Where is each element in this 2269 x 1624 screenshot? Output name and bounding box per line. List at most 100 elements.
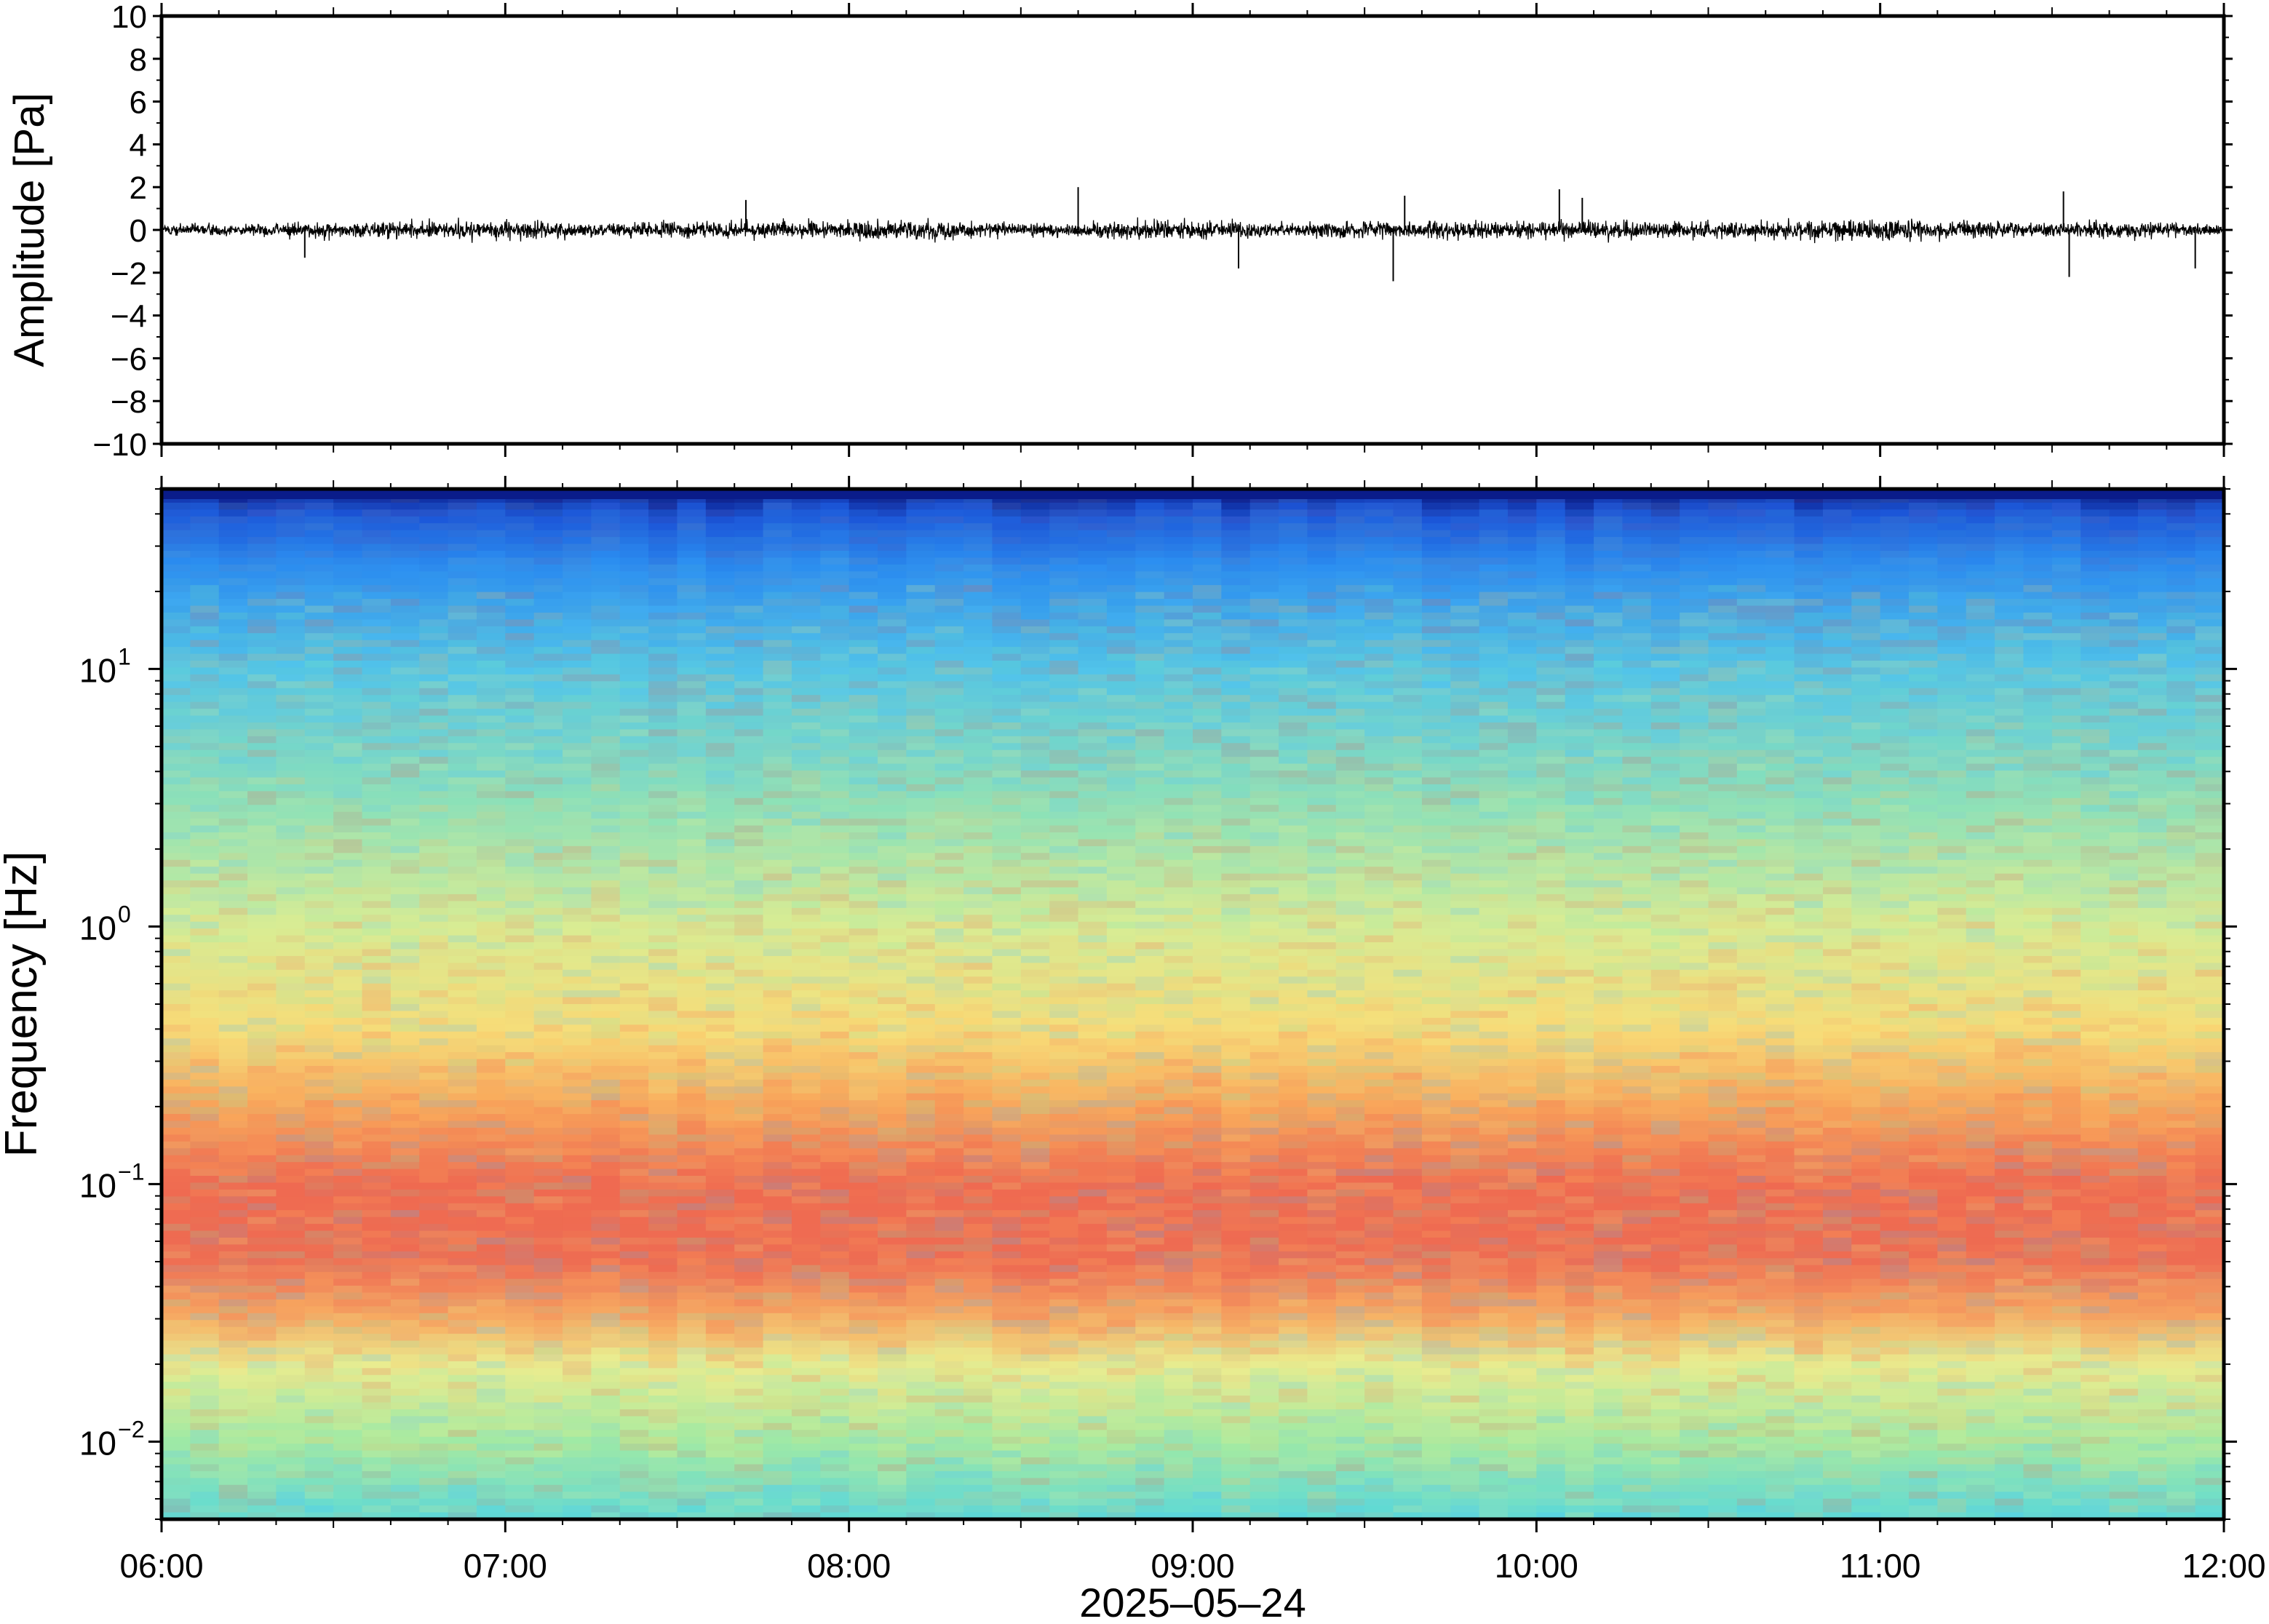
spectrogram-cell [648, 935, 678, 943]
spectrogram-cell [1020, 1340, 1050, 1348]
spectrogram-cell [878, 757, 907, 765]
spectrogram-cell [906, 681, 936, 689]
spectrogram-cell [190, 1230, 220, 1238]
spectrogram-cell [820, 1348, 850, 1356]
spectrogram-cell [304, 523, 334, 531]
spectrogram-cell [390, 1107, 421, 1115]
spectrogram-cell [505, 969, 535, 978]
spectrogram-cell [1020, 907, 1050, 916]
spectrogram-cell [849, 1059, 878, 1067]
spectrogram-cell [992, 1492, 1022, 1500]
spectrogram-cell [333, 797, 363, 806]
spectrogram-cell [705, 1169, 736, 1177]
spectrogram-cell [734, 674, 764, 682]
spectrogram-cell [992, 1505, 1022, 1513]
spectrogram-cell [734, 550, 764, 559]
spectrogram-cell [1078, 667, 1108, 675]
spectrogram-cell [1049, 1031, 1079, 1039]
spectrogram-cell [247, 523, 277, 531]
spectrogram-cell [1049, 523, 1079, 531]
spectrogram-cell [1078, 612, 1108, 621]
spectrogram-cell [705, 653, 736, 661]
spectrogram-cell [619, 825, 649, 833]
spectrogram-cell [505, 578, 535, 586]
spectrogram-cell [992, 585, 1022, 593]
spectrogram-cell [763, 1265, 792, 1273]
spectrogram-cell [190, 1388, 220, 1396]
spectrogram-cell [1049, 1210, 1079, 1218]
spectrogram-cell [390, 1059, 421, 1067]
spectrogram-cell [1020, 791, 1050, 799]
spectrogram-cell [476, 550, 506, 559]
spectrogram-cell [1078, 825, 1108, 833]
spectrogram-cell [992, 1402, 1022, 1410]
spectrogram-cell [162, 1409, 191, 1417]
spectrogram-cell [591, 1512, 621, 1519]
spectrogram-cell [362, 1470, 392, 1479]
amplitude-y-tick-label: 2 [130, 170, 147, 206]
spectrogram-cell [505, 709, 535, 717]
spectrogram-cell [906, 901, 936, 909]
spectrogram-cell [906, 1272, 936, 1280]
spectrogram-cell [162, 1251, 191, 1259]
spectrogram-cell [849, 1224, 878, 1232]
spectrogram-cell [763, 530, 792, 538]
spectrogram-cell [963, 983, 993, 991]
spectrogram-cell [791, 1127, 822, 1136]
spectrogram-cell [648, 1326, 678, 1334]
spectrogram-cell [362, 1059, 392, 1067]
spectrogram-cell [791, 661, 822, 669]
spectrogram-cell [419, 791, 449, 799]
spectrogram-cell [390, 1313, 421, 1321]
spectrogram-cell [648, 619, 678, 627]
spectrogram-cell [820, 1011, 850, 1019]
spectrogram-cell [763, 495, 792, 503]
spectrogram-cell [934, 797, 964, 806]
spectrogram-cell [677, 997, 707, 1005]
spectrogram-cell [734, 1470, 764, 1479]
spectrogram-cell [419, 777, 449, 785]
spectrogram-cell [563, 1176, 592, 1184]
spectrogram-cell [934, 839, 964, 847]
spectrogram-cell [648, 626, 678, 634]
spectrogram-cell [591, 1430, 621, 1438]
spectrogram-cell [791, 825, 822, 833]
spectrogram-cell [476, 1498, 506, 1506]
spectrogram-cell [619, 1182, 649, 1190]
spectrogram-cell [791, 1169, 822, 1177]
spectrogram-cell [162, 1155, 191, 1163]
spectrogram-cell [419, 1072, 449, 1080]
spectrogram-cell [304, 1210, 334, 1218]
spectrogram-cell [677, 516, 707, 524]
spectrogram-cell [705, 667, 736, 675]
spectrogram-cell [533, 1348, 563, 1356]
spectrogram-cell [563, 1374, 592, 1382]
spectrogram-cell [734, 811, 764, 819]
spectrogram-cell [963, 1189, 993, 1198]
spectrogram-cell [619, 523, 649, 531]
spectrogram-cell [677, 619, 707, 627]
spectrogram-cell [791, 777, 822, 785]
spectrogram-cell [419, 928, 449, 936]
spectrogram-cell [533, 1306, 563, 1314]
spectrogram-cell [849, 1334, 878, 1342]
spectrogram-cell [591, 805, 621, 813]
spectrogram-cell [247, 1492, 277, 1500]
spectrogram-cell [476, 832, 506, 840]
spectrogram-cell [333, 1065, 363, 1074]
spectrogram-cell [1049, 743, 1079, 751]
spectrogram-cell [992, 749, 1022, 757]
spectrogram-cell [533, 544, 563, 552]
spectrogram-cell [705, 867, 736, 875]
spectrogram-cell [619, 695, 649, 703]
spectrogram-cell [619, 1348, 649, 1356]
spectrogram-cell [963, 1162, 993, 1170]
spectrogram-cell [190, 1512, 220, 1519]
spectrogram-cell [763, 969, 792, 978]
spectrogram-cell [934, 777, 964, 785]
spectrogram-cell [276, 1416, 306, 1424]
spectrogram-cell [247, 674, 277, 682]
spectrogram-cell [878, 701, 907, 709]
spectrogram-cell [1020, 571, 1050, 579]
spectrogram-cell [505, 845, 535, 854]
